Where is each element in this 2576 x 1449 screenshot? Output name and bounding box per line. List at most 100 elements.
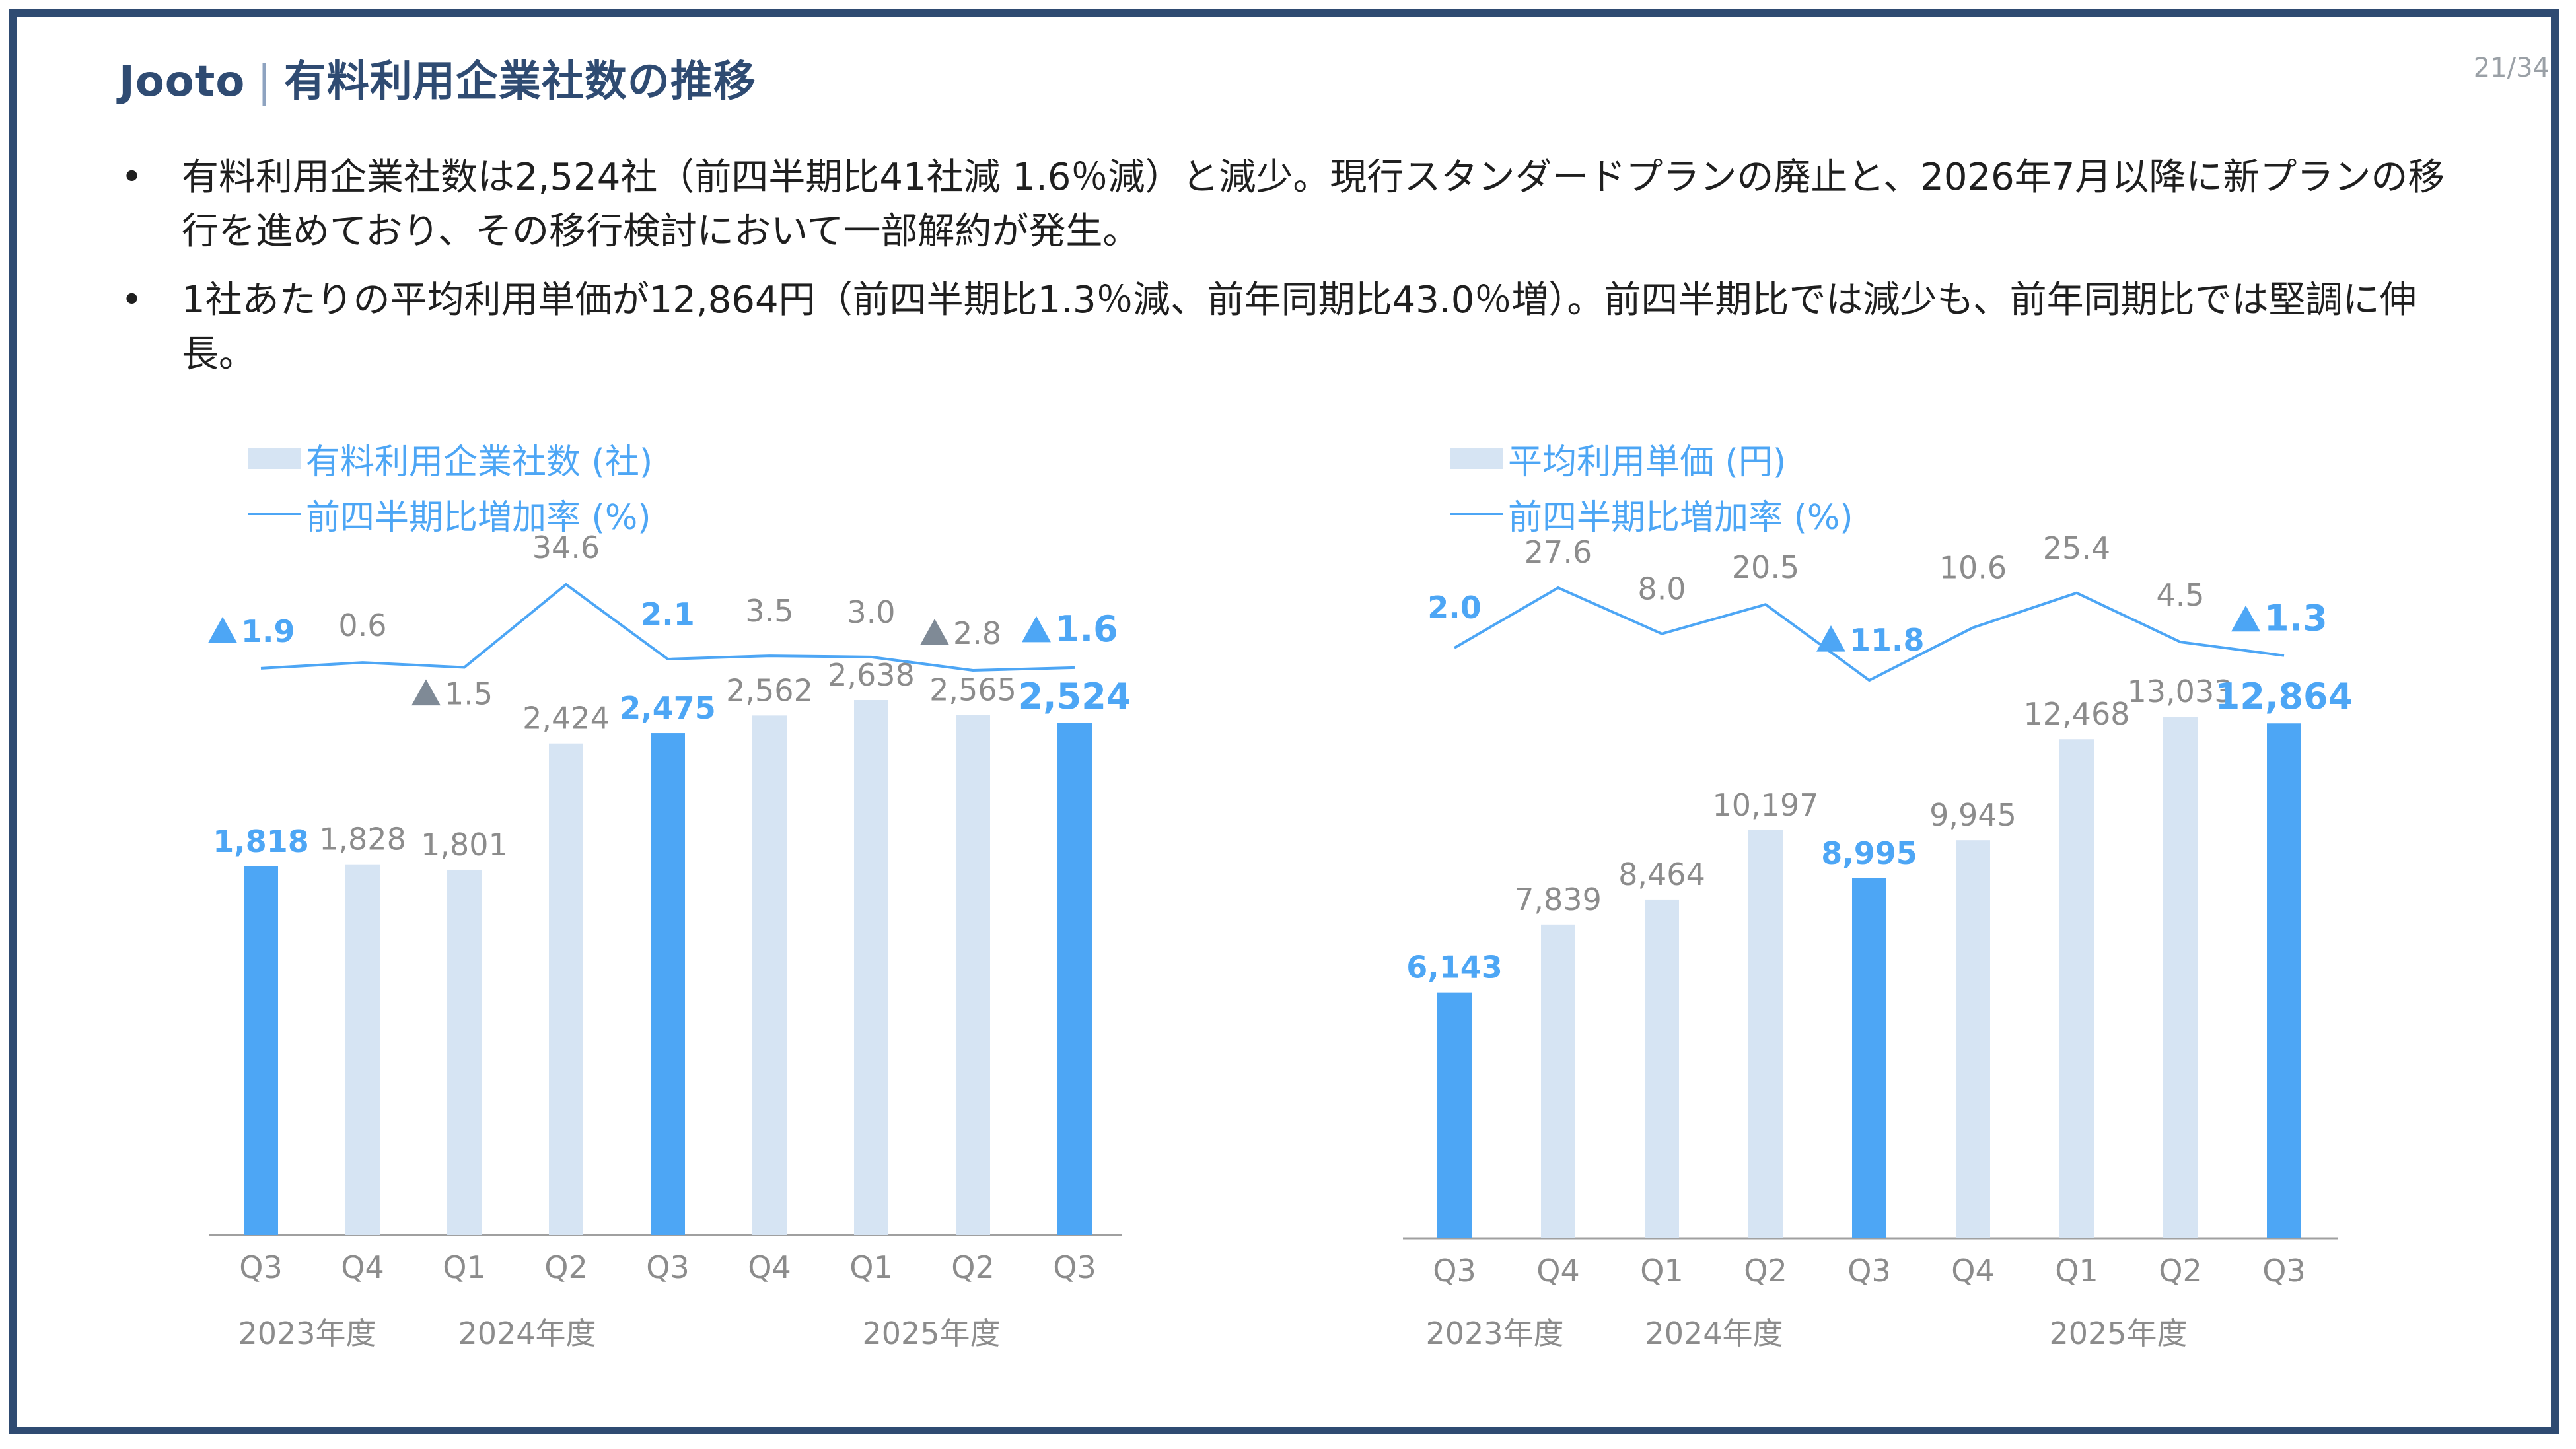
bar-value-label: 2,475 <box>620 690 716 726</box>
decrease-marker <box>411 679 441 706</box>
bullet-item: • 1社あたりの平均利用単価が12,864円（前四半期比1.3％減、前年同期比4… <box>116 273 2467 382</box>
growth-rate-label: 1.6 <box>1055 608 1118 650</box>
decrease-marker <box>1816 625 1845 652</box>
growth-rate-line <box>260 583 1075 672</box>
growth-rate-label: 4.5 <box>2156 577 2204 613</box>
x-tick-label: Q4 <box>1951 1253 1994 1289</box>
bar-value-label: 2,524 <box>1019 676 1131 717</box>
x-tick-label: Q3 <box>646 1250 689 1285</box>
decrease-marker <box>208 616 237 643</box>
bar <box>651 733 685 1235</box>
bar <box>854 700 888 1235</box>
fiscal-year-label: 2024年度 <box>458 1316 596 1351</box>
bar-value-label: 1,801 <box>421 827 508 863</box>
x-tick-label: Q2 <box>1744 1253 1787 1289</box>
legend-line-swatch <box>248 512 301 515</box>
bar <box>1057 723 1092 1235</box>
legend-bar-label: 平均利用単価 (円) <box>1508 442 1787 482</box>
x-tick-label: Q2 <box>2159 1253 2201 1289</box>
bullet-text: 有料利用企業社数は2,524社（前四半期比41社減 1.6％減）と減少。現行スタ… <box>182 156 2445 253</box>
growth-rate-label: 34.6 <box>532 530 600 565</box>
bar-value-label: 9,945 <box>1929 797 2017 833</box>
bar <box>1541 924 1575 1238</box>
page-title: 有料利用企業社数の推移 <box>283 57 756 106</box>
growth-rate-label: 1.9 <box>241 614 295 649</box>
bar-value-label: 10,197 <box>1713 787 1819 823</box>
growth-rate-label: 25.4 <box>2043 530 2110 566</box>
x-tick-label: Q3 <box>2262 1253 2305 1289</box>
brand-name: Jooto <box>119 57 246 106</box>
legend-line-entry: 前四半期比増加率 (%) <box>248 486 653 542</box>
legend-bar-swatch <box>248 448 301 469</box>
bar <box>1437 992 1472 1238</box>
growth-rate-label: 1.3 <box>2264 598 2328 639</box>
bullet-text: 1社あたりの平均利用単価が12,864円（前四半期比1.3％減、前年同期比43.… <box>182 279 2417 376</box>
x-tick-label: Q3 <box>1053 1250 1096 1285</box>
growth-rate-label: 20.5 <box>1732 549 1799 585</box>
bar <box>244 866 278 1235</box>
growth-rate-line <box>1453 586 2285 682</box>
bar <box>1956 840 1990 1238</box>
page-number: 21/34 <box>2473 53 2550 83</box>
title-separator: | <box>257 57 272 106</box>
bullet-list: • 有料利用企業社数は2,524社（前四半期比41社減 1.6％減）と減少。現行… <box>116 151 2467 396</box>
bar <box>2163 717 2198 1238</box>
growth-rate-label: 3.5 <box>745 593 793 629</box>
legend-line-label: 前四半期比増加率 (%) <box>1508 497 1853 538</box>
bullet-marker: • <box>121 279 143 322</box>
decrease-marker <box>1022 616 1051 643</box>
bullet-item: • 有料利用企業社数は2,524社（前四半期比41社減 1.6％減）と減少。現行… <box>116 151 2467 259</box>
growth-rate-label: 2.1 <box>641 596 695 632</box>
bar-value-label: 1,828 <box>319 822 406 857</box>
x-tick-label: Q2 <box>544 1250 587 1285</box>
bar-value-label: 12,468 <box>2024 696 2130 732</box>
legend-bar-label: 有料利用企業社数 (社) <box>306 442 653 482</box>
growth-rate-label: 27.6 <box>1524 534 1592 570</box>
bar <box>447 870 482 1235</box>
growth-rate-label: 0.6 <box>338 608 386 643</box>
legend-companies: 有料利用企業社数 (社) 前四半期比増加率 (%) <box>248 431 653 542</box>
fiscal-year-label: 2023年度 <box>1425 1316 1563 1351</box>
bar-value-label: 8,464 <box>1618 857 1705 892</box>
bar <box>1852 878 1886 1238</box>
growth-rate-label: 1.5 <box>445 676 493 711</box>
bar-value-label: 2,424 <box>522 701 610 736</box>
legend-bar-entry: 平均利用単価 (円) <box>1450 431 1853 486</box>
x-tick-label: Q3 <box>239 1250 282 1285</box>
bullet-marker: • <box>121 156 143 199</box>
legend-price: 平均利用単価 (円) 前四半期比増加率 (%) <box>1450 431 1853 542</box>
legend-bar-swatch <box>1450 448 1503 469</box>
x-tick-label: Q1 <box>443 1250 485 1285</box>
bar <box>1645 899 1679 1238</box>
growth-rate-label: 8.0 <box>1637 571 1686 607</box>
legend-bar-entry: 有料利用企業社数 (社) <box>248 431 653 486</box>
x-tick-label: Q1 <box>2055 1253 2098 1289</box>
bar-value-label: 2,562 <box>726 672 813 708</box>
legend-line-swatch <box>1450 512 1503 515</box>
x-tick-label: Q3 <box>1847 1253 1890 1289</box>
fiscal-year-label: 2024年度 <box>1645 1316 1783 1351</box>
x-tick-label: Q4 <box>1536 1253 1579 1289</box>
bar-value-label: 8,995 <box>1821 835 1917 871</box>
x-tick-label: Q1 <box>849 1250 892 1285</box>
x-tick-label: Q4 <box>341 1250 384 1285</box>
bar <box>345 864 380 1235</box>
x-tick-label: Q1 <box>1640 1253 1683 1289</box>
bar-value-label: 7,839 <box>1515 882 1602 917</box>
legend-line-label: 前四半期比増加率 (%) <box>306 497 651 538</box>
bar-value-label: 12,864 <box>2215 676 2353 717</box>
bar-value-label: 2,565 <box>929 672 1017 707</box>
growth-rate-label: 2.8 <box>953 616 1001 651</box>
bar <box>2059 739 2094 1238</box>
bar-value-label: 6,143 <box>1406 950 1503 985</box>
legend-line-entry: 前四半期比増加率 (%) <box>1450 486 1853 542</box>
slide-title: Jooto | 有料利用企業社数の推移 <box>119 48 756 108</box>
x-tick-label: Q2 <box>951 1250 994 1285</box>
growth-rate-label: 2.0 <box>1427 590 1482 625</box>
bar-value-label: 13,033 <box>2128 674 2234 709</box>
bar <box>2267 723 2301 1238</box>
decrease-marker <box>920 619 949 645</box>
x-tick-label: Q3 <box>1433 1253 1476 1289</box>
